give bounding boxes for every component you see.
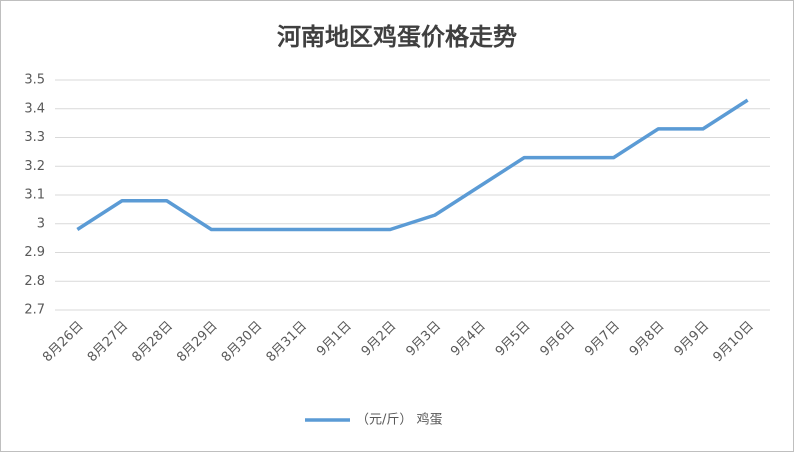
y-tick-label: 3.5 [24, 73, 45, 88]
y-tick-label: 3.4 [24, 101, 45, 116]
legend-label: （元/斤） 鸡蛋 [356, 412, 443, 428]
y-tick-label: 3.1 [24, 188, 45, 203]
chart-title: 河南地区鸡蛋价格走势 [277, 23, 517, 51]
y-tick-label: 2.8 [24, 274, 45, 289]
y-tick-label: 3 [37, 216, 45, 231]
y-tick-label: 3.2 [24, 159, 45, 174]
y-tick-label: 3.3 [24, 130, 45, 145]
y-tick-label: 2.9 [24, 245, 45, 260]
y-tick-label: 2.7 [24, 303, 45, 318]
data-line [76, 98, 749, 232]
